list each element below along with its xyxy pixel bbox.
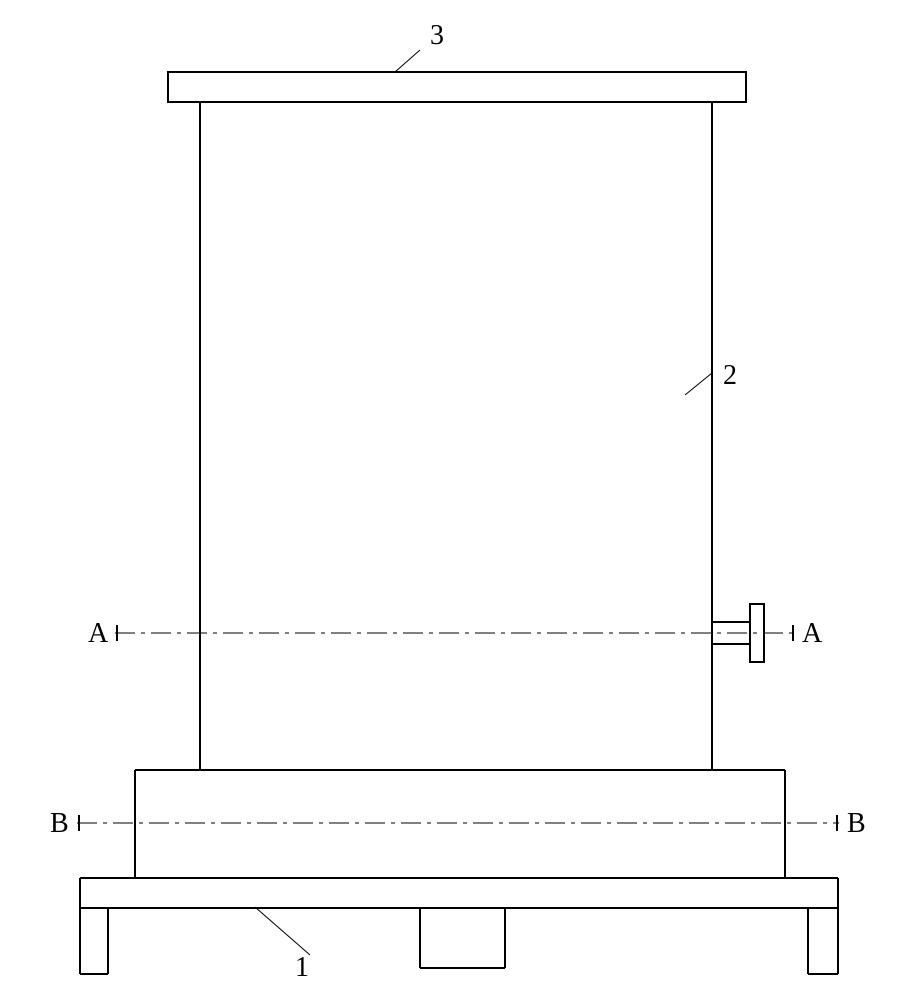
section-a-right-label: A (802, 618, 822, 650)
section-b-left-label: B (50, 808, 69, 840)
callout-3-label: 3 (430, 20, 444, 52)
technical-drawing (0, 0, 922, 1000)
section-a-left-label: A (88, 618, 108, 650)
top-cap (168, 72, 746, 102)
section-b-right-label: B (847, 808, 866, 840)
callout-1-label: 1 (295, 952, 309, 984)
leader-line-3 (395, 50, 420, 72)
leader-line-2 (685, 373, 712, 395)
leader-line-1 (255, 907, 310, 955)
callout-2-label: 2 (723, 360, 737, 392)
